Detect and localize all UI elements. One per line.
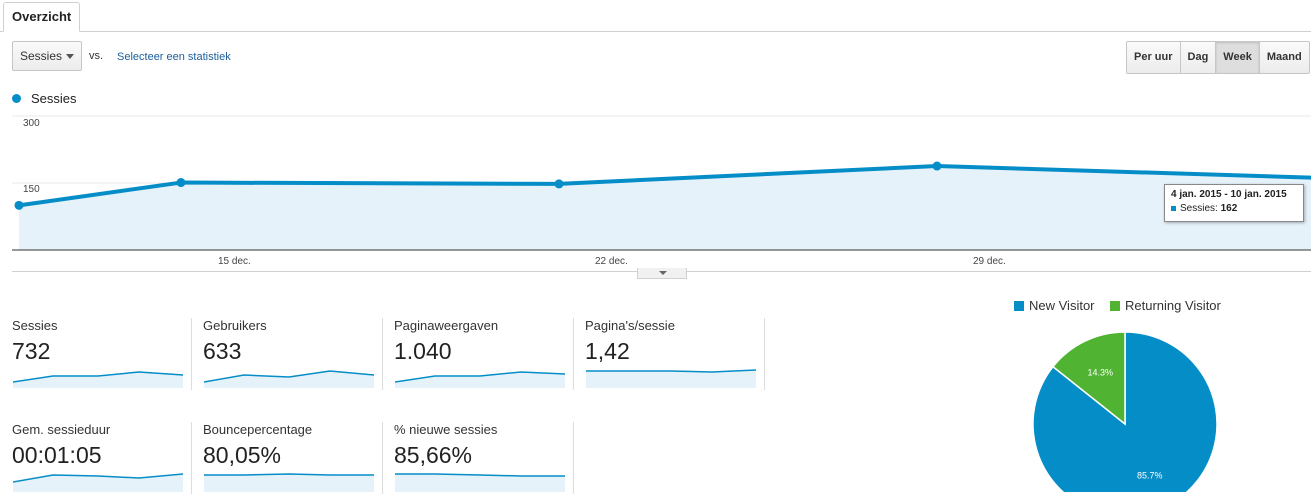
data-point xyxy=(14,200,24,210)
chevron-down-icon xyxy=(66,54,74,59)
y-tick-label: 300 xyxy=(23,118,40,129)
tooltip-title: 4 jan. 2015 - 10 jan. 2015 xyxy=(1171,189,1287,200)
scorecard-paginaweergaven[interactable]: Paginaweergaven 1.040 xyxy=(394,318,574,390)
tooltip-label: Sessies: xyxy=(1180,203,1218,214)
period-per-uur-button[interactable]: Per uur xyxy=(1127,42,1181,73)
sparkline xyxy=(13,473,183,492)
scorecard-value: 00:01:05 xyxy=(12,442,102,468)
y-tick-label: 150 xyxy=(23,184,40,195)
x-tick-label: 22 dec. xyxy=(595,256,628,267)
scorecard-paginas-per-sessie[interactable]: Pagina's/sessie 1,42 xyxy=(585,318,765,390)
collapse-chart-handle[interactable] xyxy=(637,268,687,279)
scorecard-value: 732 xyxy=(12,338,51,364)
scorecard-gem-sessieduur[interactable]: Gem. sessieduur 00:01:05 xyxy=(12,422,192,494)
pie-legend-returning-visitor[interactable]: Returning Visitor xyxy=(1125,298,1221,313)
data-point xyxy=(554,179,564,189)
series-legend-dot xyxy=(12,94,21,103)
sparkline xyxy=(204,473,374,492)
scorecard-value: 1.040 xyxy=(394,338,452,364)
pie-slice-label: 85.7% xyxy=(1137,470,1163,480)
scorecard-name: Pagina's/sessie xyxy=(585,318,675,333)
chart-tooltip: 4 jan. 2015 - 10 jan. 2015 Sessies: 162 xyxy=(1164,184,1304,222)
pie-legend-swatch-returning xyxy=(1110,301,1120,311)
sessions-chart[interactable] xyxy=(0,110,1311,260)
pie-slice xyxy=(1032,331,1218,492)
period-selector: Per uur Dag Week Maand xyxy=(1126,41,1310,74)
scorecard-name: Gebruikers xyxy=(203,318,267,333)
select-metric-link[interactable]: Selecteer een statistiek xyxy=(117,51,231,63)
pie-slice xyxy=(1051,331,1126,426)
sparkline xyxy=(586,369,756,388)
sparkline xyxy=(13,371,183,388)
sparkline xyxy=(395,473,565,492)
series-color-swatch xyxy=(1171,205,1176,211)
scorecard-name: Bouncepercentage xyxy=(203,422,313,437)
pie-legend-swatch-new xyxy=(1014,301,1024,311)
tooltip-value: 162 xyxy=(1220,203,1238,214)
series-area xyxy=(19,166,1311,250)
x-tick-label: 15 dec. xyxy=(218,256,251,267)
scorecard-name: Gem. sessieduur xyxy=(12,422,111,437)
scorecard-name: Paginaweergaven xyxy=(394,318,499,333)
vs-label: vs. xyxy=(89,50,104,62)
period-maand-button[interactable]: Maand xyxy=(1259,42,1309,73)
scorecard-name: Sessies xyxy=(12,318,58,333)
scorecard-value: 1,42 xyxy=(585,338,630,364)
pie-legend-new-visitor[interactable]: New Visitor xyxy=(1029,298,1095,313)
scorecard-sessies[interactable]: Sessies 732 xyxy=(12,318,192,390)
period-dag-button[interactable]: Dag xyxy=(1180,42,1217,73)
scorecard-value: 85,66% xyxy=(394,442,473,468)
period-week-button[interactable]: Week xyxy=(1216,42,1260,73)
scorecard-value: 80,05% xyxy=(203,442,282,468)
scorecard-name: % nieuwe sessies xyxy=(394,422,498,437)
scorecard-value: 633 xyxy=(203,338,242,364)
x-tick-label: 29 dec. xyxy=(973,256,1006,267)
data-point xyxy=(932,161,942,171)
scorecard-nieuwe-sessies[interactable]: % nieuwe sessies 85,66% xyxy=(394,422,574,494)
series-legend-label: Sessies xyxy=(31,91,77,106)
sparkline xyxy=(395,371,565,388)
tooltip-row: Sessies: 162 xyxy=(1171,203,1297,214)
pie-slice-label: 14.3% xyxy=(1087,368,1113,378)
scorecard-bouncepercentage[interactable]: Bouncepercentage 80,05% xyxy=(203,422,383,494)
metric-select-value: Sessies xyxy=(20,49,63,63)
sparkline xyxy=(204,370,374,388)
tab-bar: Overzicht xyxy=(0,0,1311,32)
tab-overzicht[interactable]: Overzicht xyxy=(3,2,81,32)
scorecard-gebruikers[interactable]: Gebruikers 633 xyxy=(203,318,383,390)
metric-select[interactable]: Sessies xyxy=(12,41,82,71)
chevron-down-icon xyxy=(659,271,667,275)
data-point xyxy=(176,178,186,188)
